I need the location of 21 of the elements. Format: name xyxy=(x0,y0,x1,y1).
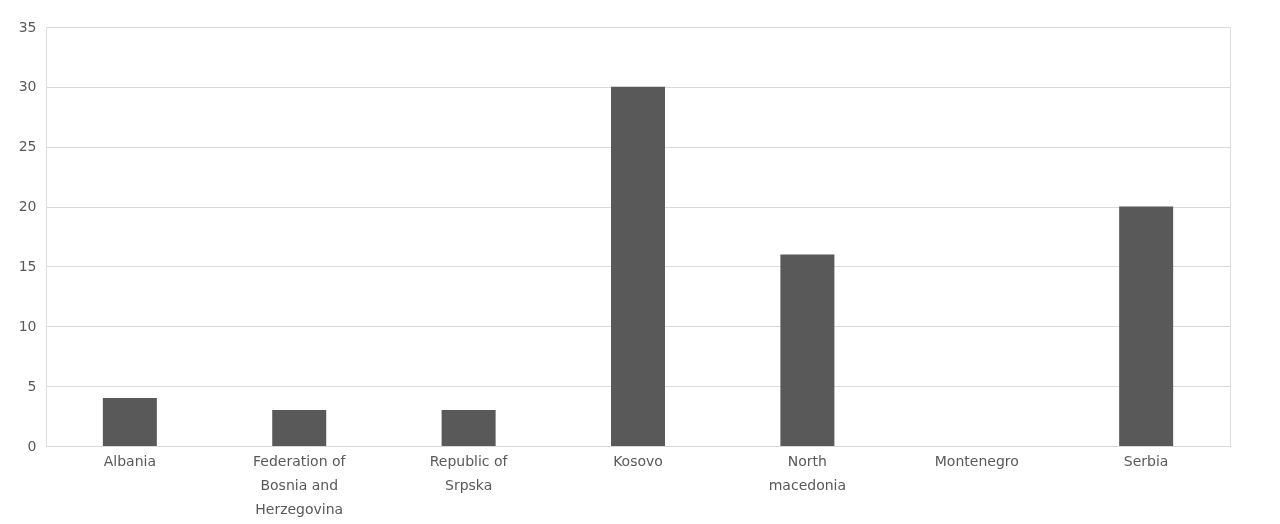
x-tick-label: North macedonia xyxy=(768,452,847,493)
y-tick-label: 30 xyxy=(18,78,37,95)
y-tick-label: 20 xyxy=(18,198,37,215)
x-tick-label: Kosovo xyxy=(613,452,663,469)
bar xyxy=(272,410,327,446)
y-tick-label: 35 xyxy=(18,18,37,35)
bar xyxy=(780,254,835,446)
x-tick-label: Albania xyxy=(103,452,156,469)
y-tick-label: 25 xyxy=(18,138,37,155)
y-tick-label: 0 xyxy=(27,437,37,454)
bar xyxy=(1119,206,1174,446)
bar xyxy=(441,410,496,446)
y-tick-label: 15 xyxy=(18,257,37,274)
y-tick-label: 10 xyxy=(18,317,37,334)
y-tick-label: 5 xyxy=(27,377,37,394)
bar xyxy=(102,398,157,446)
x-tick-label: Serbia xyxy=(1123,452,1169,469)
x-tick-label: Republic of Srpska xyxy=(429,452,509,493)
x-tick-label: Montenegro xyxy=(934,452,1019,469)
bar xyxy=(611,86,665,446)
x-tick-label: Federation of Bosnia and Herzegovina xyxy=(252,452,347,517)
